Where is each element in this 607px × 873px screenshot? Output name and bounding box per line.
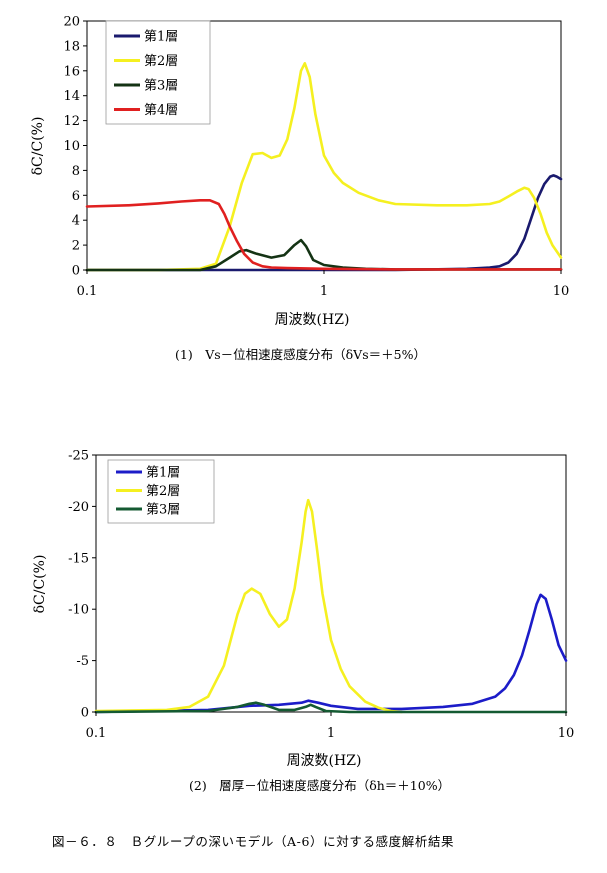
x-tick-label: 0.1 <box>86 726 107 741</box>
y-tick-label: -15 <box>68 551 89 566</box>
x-tick-label: 0.1 <box>77 284 98 299</box>
y-tick-label: 10 <box>63 139 80 154</box>
y-tick-label: -10 <box>68 603 89 618</box>
y-tick-label: -25 <box>68 449 89 464</box>
y-tick-label: 16 <box>63 64 80 79</box>
x-tick-label: 1 <box>320 284 328 299</box>
y-tick-label: 18 <box>63 39 80 54</box>
y-tick-label: -5 <box>76 654 89 669</box>
series-line-2 <box>85 62 563 272</box>
chart-1: 0 2 4 6 8 10 12 14 16 18 20 0.1 1 10 周波数(HZ) δC/C(%)… <box>30 15 569 363</box>
x-axis-label-1: 周波数(HZ) <box>275 312 350 328</box>
chart-caption-1: (1) Vs－位相速度感度分布（δVs＝＋5%） <box>175 347 426 362</box>
figure-caption: 図－６．８ Ｂグループの深いモデル（A-6）に対する感度解析結果 <box>52 834 454 849</box>
series-line-4 <box>85 199 563 271</box>
y-tick-label: 2 <box>72 239 80 254</box>
series-line-1 <box>94 593 568 714</box>
x-tick-label: 1 <box>327 726 335 741</box>
y-axis-ticks-2: 0 -5 -10 -15 -20 -25 <box>68 449 96 721</box>
y-tick-label: 4 <box>72 214 80 229</box>
series-line-3 <box>94 701 568 714</box>
y-tick-label: 6 <box>72 189 80 204</box>
x-axis-label-2: 周波数(HZ) <box>287 753 362 769</box>
y-axis-label-1: δC/C(%) <box>30 117 46 176</box>
chart-caption-2: (2) 層厚－位相速度感度分布（δh＝＋10%） <box>189 778 450 793</box>
y-tick-label: 20 <box>63 15 80 30</box>
y-tick-label: 12 <box>63 114 80 129</box>
y-tick-label: -20 <box>68 500 89 515</box>
legend-label: 第1層 <box>144 30 178 45</box>
legend-label: 第4層 <box>144 103 178 118</box>
chart-2: 0 -5 -10 -15 -20 -25 0.1 1 10 周波数(HZ) δC/C(%) 第… <box>32 449 574 794</box>
y-tick-label: 8 <box>72 164 80 179</box>
x-tick-label: 10 <box>553 284 570 299</box>
series-line-2 <box>94 498 403 714</box>
y-tick-label: 0 <box>72 264 80 279</box>
x-axis-ticks-2: 0.1 1 10 <box>86 712 575 741</box>
series-group-1 <box>85 62 563 272</box>
x-axis-ticks-1: 0.1 1 10 <box>77 270 570 299</box>
series-line-1 <box>85 174 563 272</box>
y-axis-label-2: δC/C(%) <box>32 555 48 614</box>
legend-label: 第2層 <box>144 54 178 69</box>
x-tick-label: 10 <box>558 726 575 741</box>
y-tick-label: 14 <box>63 89 80 104</box>
y-tick-label: 0 <box>81 706 89 721</box>
legend-box-1 <box>105 20 211 125</box>
legend-label: 第1層 <box>146 466 180 481</box>
legend-label: 第3層 <box>144 79 178 94</box>
y-axis-ticks-1: 0 2 4 6 8 10 12 14 16 18 20 <box>63 15 87 279</box>
legend-label: 第2層 <box>146 484 180 499</box>
series-group-2 <box>94 498 568 714</box>
legend-label: 第3層 <box>146 503 180 518</box>
